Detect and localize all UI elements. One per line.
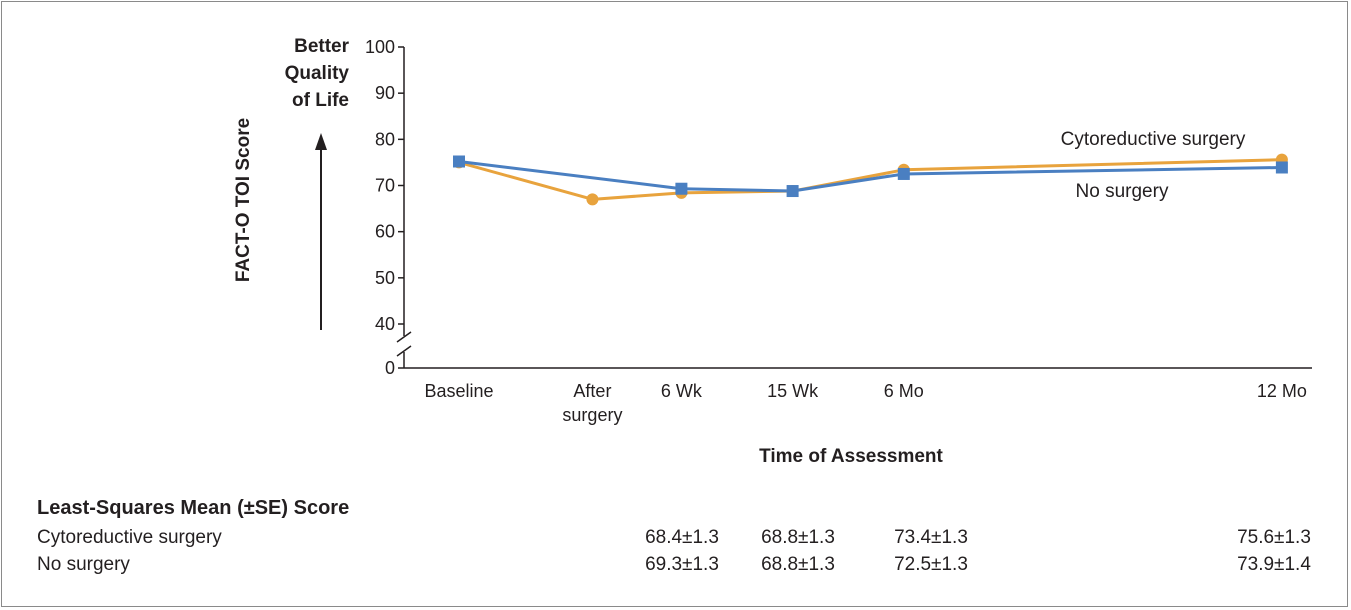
arrow-head <box>315 133 327 150</box>
x-tick-label: 15 Wk <box>767 381 819 401</box>
y-tick-label: 100 <box>365 37 395 57</box>
series-label-no-surgery: No surgery <box>1076 181 1169 202</box>
data-point-no-surgery <box>453 155 465 168</box>
y-axis-title: FACT-O TOI Score <box>233 118 254 282</box>
x-axis-title: Time of Assessment <box>759 446 943 467</box>
y-tick-label: 80 <box>375 129 395 149</box>
data-point-cytoreductive <box>586 193 599 206</box>
series-line-cytoreductive <box>458 158 1282 201</box>
y-tick-label: 0 <box>385 358 395 378</box>
x-tick-label: After <box>573 381 611 401</box>
x-tick-label: surgery <box>562 405 622 425</box>
better-label-line-1: Better <box>294 36 350 57</box>
y-tick-label: 50 <box>375 268 395 288</box>
table-row-label-no-surgery: No surgery <box>37 554 130 575</box>
better-label-line-3: of Life <box>292 90 349 111</box>
chart-labels: 0 40 50 60 70 80 90 100 Baseline After surgery 6 Wk… <box>365 37 1307 425</box>
data-point-no-surgery <box>897 167 910 180</box>
x-tick-label: 12 Mo <box>1257 381 1307 401</box>
y-tick-label: 70 <box>375 176 395 196</box>
table-cell: 68.8±1.3 <box>761 554 835 575</box>
table-cells: 68.4±1.3 68.8±1.3 73.4±1.3 75.6±1.3 69.3±1.3… <box>645 527 1311 575</box>
y-tick-label: 90 <box>375 83 395 103</box>
table-cell: 73.4±1.3 <box>894 527 968 548</box>
better-quality-arrow <box>315 133 327 330</box>
better-label-line-2: Quality <box>285 63 350 84</box>
x-tick-label: 6 Wk <box>661 381 703 401</box>
table-heading: Least-Squares Mean (±SE) Score <box>37 497 349 519</box>
axis-break-mark <box>396 331 412 343</box>
data-point-no-surgery <box>786 185 799 198</box>
table-cell: 68.4±1.3 <box>645 527 719 548</box>
series-label-cytoreductive: Cytoreductive surgery <box>1061 129 1246 150</box>
chart-axes <box>396 46 1312 369</box>
axis-break-mark <box>396 345 412 357</box>
data-point-no-surgery <box>675 182 688 195</box>
x-tick-label: Baseline <box>424 381 493 401</box>
table-cell: 69.3±1.3 <box>645 554 719 575</box>
table-cell: 68.8±1.3 <box>761 527 835 548</box>
table-cell: 73.9±1.4 <box>1237 554 1311 575</box>
data-point-no-surgery <box>1275 161 1288 174</box>
chart-series <box>453 153 1288 206</box>
table-row-label-cytoreductive: Cytoreductive surgery <box>37 527 222 548</box>
x-tick-label: 6 Mo <box>884 381 924 401</box>
table-cell: 75.6±1.3 <box>1237 527 1311 548</box>
y-tick-label: 60 <box>375 222 395 242</box>
table-cell: 72.5±1.3 <box>894 554 968 575</box>
y-tick-label: 40 <box>375 314 395 334</box>
